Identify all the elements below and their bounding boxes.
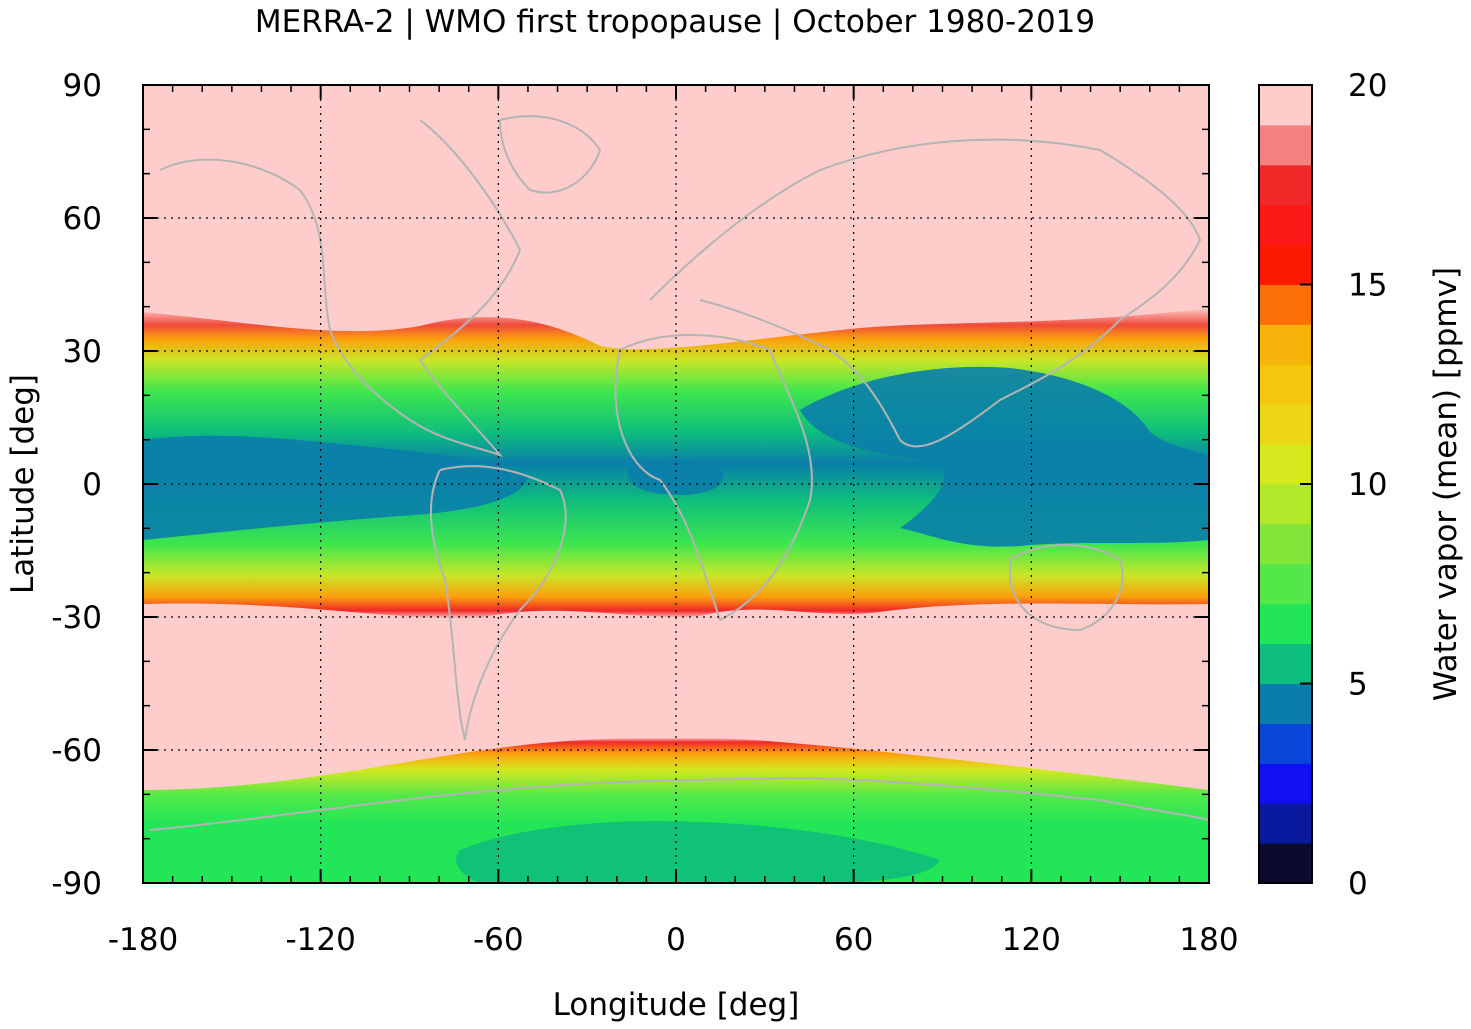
x-tick-label: -180 bbox=[108, 922, 178, 958]
colorbar-level bbox=[1259, 843, 1312, 884]
tropical-core-west bbox=[143, 435, 528, 540]
coastline-eurasia bbox=[649, 138, 1202, 448]
colorbar-level bbox=[1259, 763, 1312, 804]
coastline-africa bbox=[614, 334, 813, 622]
coastline-antarctica bbox=[149, 776, 1209, 831]
colorbar-level bbox=[1259, 723, 1312, 764]
colorbar-level bbox=[1259, 563, 1312, 605]
colorbar-tick-label: 15 bbox=[1348, 268, 1387, 304]
colorbar-tick-label: 20 bbox=[1348, 68, 1387, 104]
x-tick-label: 180 bbox=[1179, 922, 1238, 958]
coastline-greenland bbox=[499, 115, 602, 194]
y-tick-label: 30 bbox=[63, 334, 102, 370]
colorbar-level bbox=[1259, 204, 1312, 246]
colorbar-tick-label: 0 bbox=[1348, 866, 1368, 902]
x-tick-label: 0 bbox=[666, 922, 686, 958]
tropical-core-africa bbox=[627, 458, 724, 495]
x-tick-label: 60 bbox=[834, 922, 873, 958]
antarctic-core bbox=[456, 820, 940, 883]
colorbar-level bbox=[1259, 643, 1312, 684]
colorbar-level bbox=[1259, 164, 1312, 206]
chart-title: MERRA-2 | WMO first tropopause | October… bbox=[255, 4, 1095, 40]
colorbar-level bbox=[1259, 284, 1312, 325]
y-tick-label: 90 bbox=[63, 68, 102, 104]
y-tick-label: 0 bbox=[82, 467, 102, 503]
y-tick-label: -90 bbox=[51, 866, 102, 902]
colorbar-level bbox=[1259, 404, 1312, 445]
colorbar-level bbox=[1259, 124, 1312, 166]
colorbar-label: Water vapor (mean) [ppmv] bbox=[1428, 267, 1464, 701]
colorbar: 20 15 10 5 0 bbox=[1258, 68, 1387, 902]
colorbar-level bbox=[1259, 803, 1312, 844]
colorbar-level bbox=[1259, 85, 1312, 126]
x-tick-label: -120 bbox=[285, 922, 355, 958]
coastline-north-america bbox=[159, 119, 522, 458]
colorbar-tick-label: 5 bbox=[1348, 667, 1368, 703]
x-tick-label: -60 bbox=[473, 922, 524, 958]
colorbar-level bbox=[1259, 683, 1312, 724]
colorbar-tick-label: 10 bbox=[1348, 467, 1387, 503]
colorbar-level bbox=[1259, 603, 1312, 645]
colorbar-level bbox=[1259, 523, 1312, 565]
y-tick-label: -60 bbox=[51, 733, 102, 769]
y-tick-label: 60 bbox=[63, 201, 102, 237]
colorbar-level bbox=[1259, 244, 1312, 285]
y-tick-label: -30 bbox=[51, 600, 102, 636]
colorbar-level bbox=[1259, 484, 1312, 525]
y-axis-label: Latitude [deg] bbox=[5, 374, 41, 594]
colorbar-level bbox=[1259, 444, 1312, 485]
coastline-australia bbox=[1009, 544, 1124, 632]
axes: -180 -120 -60 0 60 120 180 90 60 30 0 -30 -60 -90 bbox=[51, 68, 1238, 958]
colorbar-level bbox=[1259, 324, 1312, 365]
x-tick-label: 120 bbox=[1002, 922, 1061, 958]
coastline-south-america bbox=[430, 465, 567, 741]
tropical-core-east bbox=[800, 366, 1209, 547]
south-polar-band bbox=[143, 737, 1209, 883]
gridlines bbox=[143, 85, 1209, 883]
colorbar-level bbox=[1259, 364, 1312, 405]
coastlines bbox=[149, 115, 1209, 831]
x-axis-label: Longitude [deg] bbox=[553, 987, 800, 1023]
